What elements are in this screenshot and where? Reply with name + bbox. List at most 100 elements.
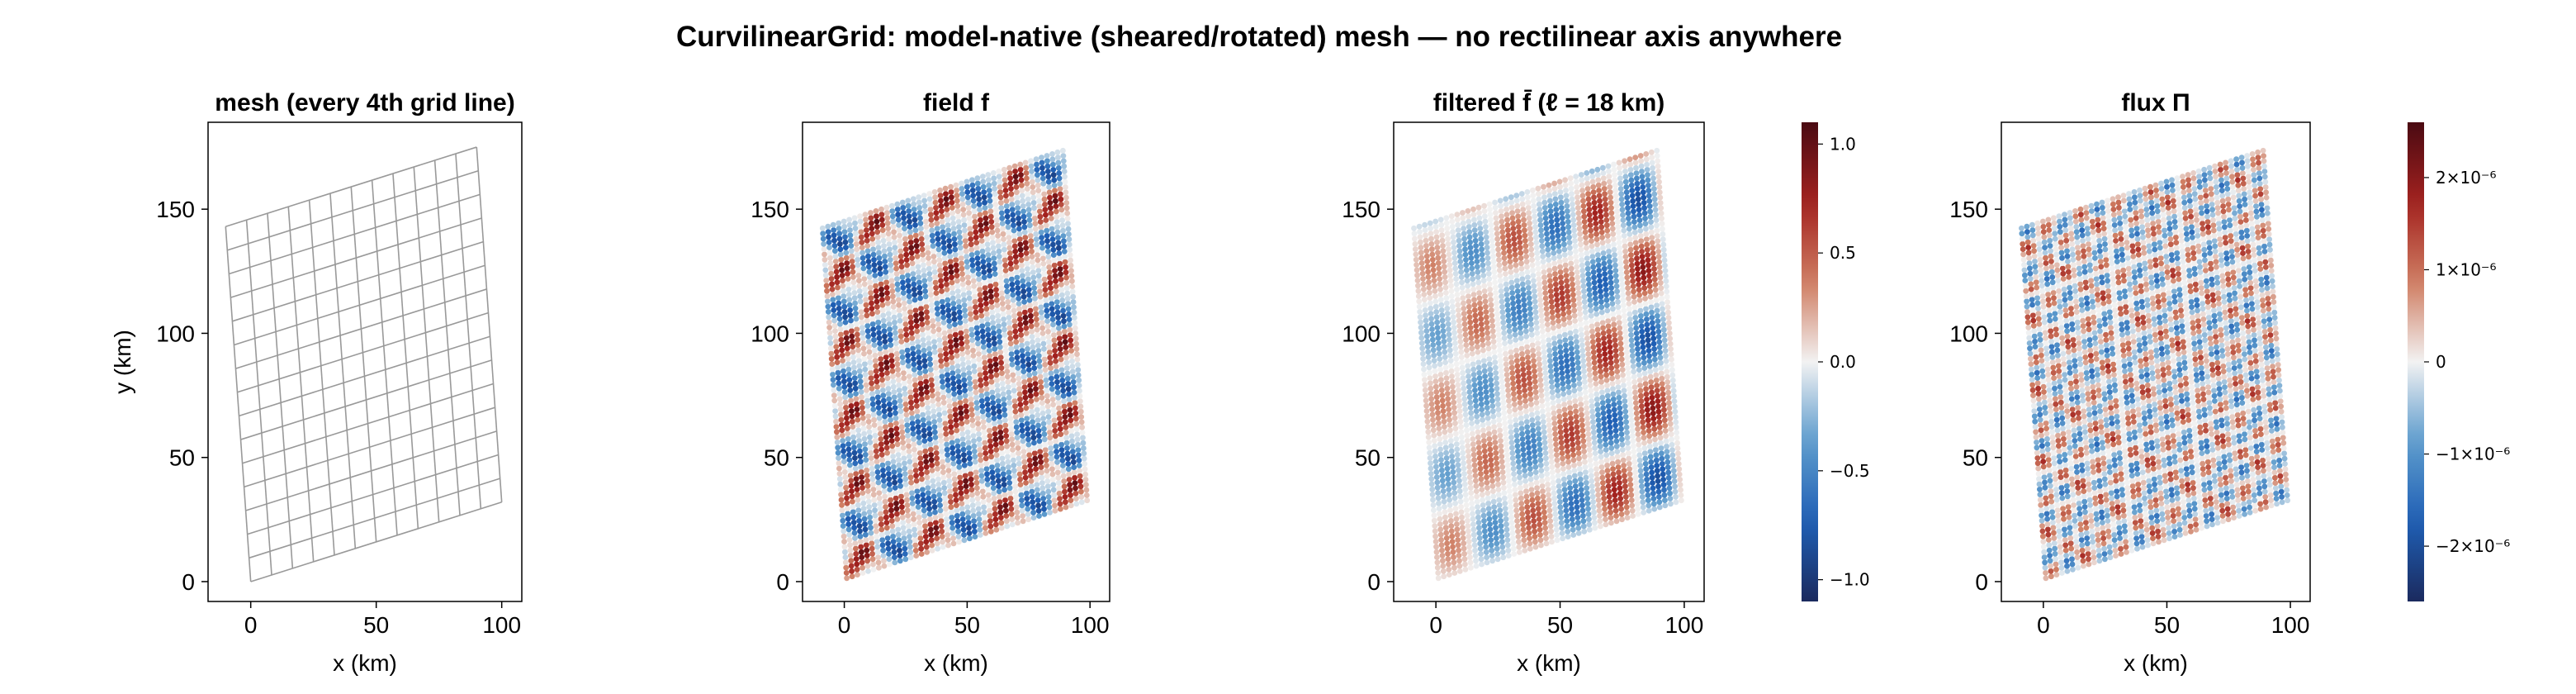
data-point [847,473,854,478]
data-point [1061,169,1068,174]
data-point [1585,431,1592,437]
data-point [1571,387,1578,394]
data-point [1014,435,1020,440]
data-point [980,183,987,190]
data-point [1620,457,1627,463]
data-point [921,518,928,524]
data-point [1651,346,1657,352]
data-point [1481,363,1488,369]
data-point [1656,419,1663,425]
data-point [918,316,925,322]
data-point [1073,340,1079,347]
data-point [973,384,978,390]
data-point [1025,367,1032,373]
data-point [931,339,937,345]
data-point [1016,391,1023,397]
data-point [831,392,837,398]
data-point [840,278,845,283]
data-point [1018,487,1024,493]
data-point [999,455,1006,462]
data-point [958,255,964,261]
data-point [954,278,960,284]
data-point [912,222,918,228]
data-point [974,410,981,416]
data-point [1024,255,1030,262]
data-point [1015,359,1020,366]
data-point [855,507,862,513]
data-point [825,223,831,230]
data-point [893,425,900,432]
data-point [986,268,992,273]
data-point [1551,490,1557,497]
data-point [848,317,854,324]
data-point [859,325,865,330]
data-point [973,234,979,240]
data-point [898,264,905,270]
data-point [902,226,907,231]
data-point [957,394,963,401]
data-point [997,274,1004,281]
data-point [1650,421,1657,427]
data-point [836,295,841,301]
data-point [858,383,864,390]
data-point [963,243,969,250]
data-point [949,194,954,201]
data-point [1488,531,1494,538]
data-point [989,314,996,321]
data-point [968,391,973,397]
data-point [874,459,880,465]
data-point [930,317,936,324]
data-point [1001,246,1007,253]
data-point [976,430,982,437]
data-point [1504,537,1511,543]
data-point [973,400,980,406]
data-point [1662,348,1669,354]
data-point [997,424,1003,430]
data-point [909,490,915,497]
data-point [997,334,1002,340]
data-point [1540,413,1546,420]
data-point [1476,530,1483,536]
data-point [1608,354,1614,361]
data-point [1467,559,1474,566]
data-point [921,267,927,273]
data-point [928,292,934,298]
data-point [971,438,977,444]
data-point [947,488,953,495]
data-point [996,174,1002,180]
data-point [956,469,963,475]
data-point [964,408,969,415]
data-point [972,378,978,385]
data-point [1615,378,1621,385]
data-point [1014,429,1020,435]
data-point [842,234,848,240]
data-point [1024,180,1030,187]
data-point [1470,526,1477,533]
data-point [1050,487,1057,493]
mesh-line-j [413,167,440,522]
data-point [1608,370,1615,377]
data-point [928,452,935,458]
data-point [964,259,970,265]
data-point [1019,188,1025,194]
data-point [1028,398,1035,404]
data-point [1439,392,1446,398]
data-point [1527,386,1533,392]
data-point [930,488,937,495]
data-point [1619,436,1625,443]
data-point [1467,399,1474,406]
data-point [1645,337,1651,344]
data-point [1646,358,1653,364]
data-point [841,539,847,544]
data-point [1551,335,1557,341]
data-point [870,406,877,412]
data-point [1049,226,1055,232]
data-point [956,389,963,396]
data-point [1510,465,1517,472]
data-point [929,542,935,549]
data-point [1027,463,1034,468]
data-point [1644,406,1650,413]
data-point [868,455,874,461]
data-point [1039,315,1045,321]
data-point [1488,537,1494,543]
